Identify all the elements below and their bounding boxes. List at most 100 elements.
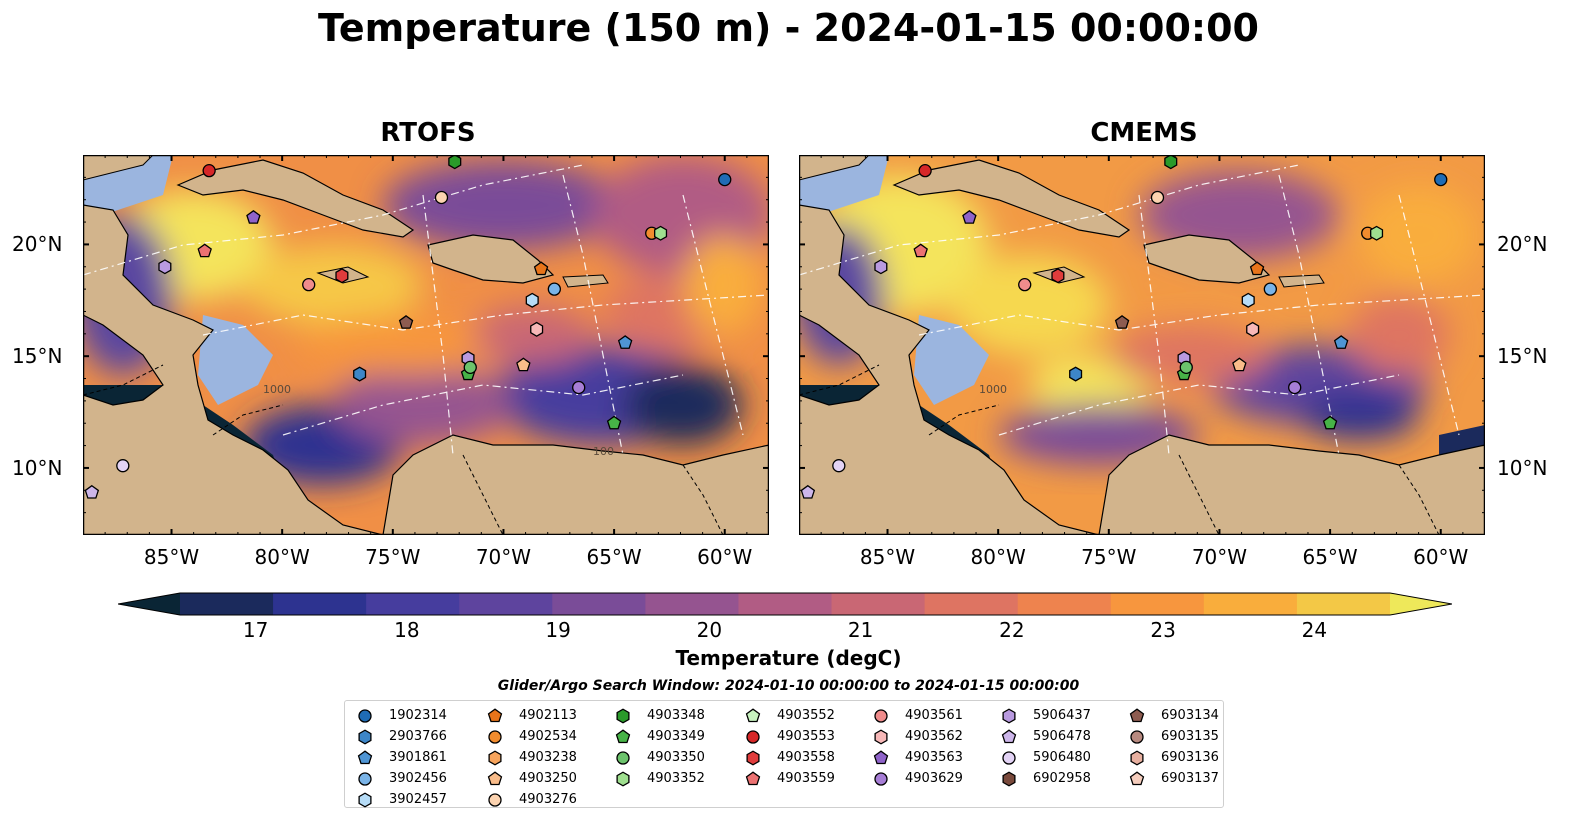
colorbar [118,592,1452,616]
land-puerto-rico [562,274,609,288]
eez-boundaries [83,164,769,456]
pentagon-marker-icon [487,707,503,722]
lon-label: 65°W [1302,545,1358,569]
legend-item-4903348: 4903348 [613,705,705,726]
legend-item-2903766: 2903766 [355,726,447,747]
float-marker-4903558 [335,268,349,284]
temperature-field [83,155,769,485]
land-hispaniola [427,234,555,284]
contour-label-1000: 1000 [979,383,1007,396]
float-marker-5906478 [84,484,100,499]
legend-item-3902456: 3902456 [355,768,447,789]
circle-marker-icon [358,708,372,723]
axis-ticks [83,155,769,535]
land-florida [83,155,154,181]
hexagon-marker-icon [616,770,630,787]
float-marker-5906437 [158,259,172,275]
lon-label: 70°W [1191,545,1248,569]
legend-label: 2903766 [389,729,447,744]
lat-label-right: 10°N [1497,455,1548,480]
colorbar-tick-label: 19 [545,618,571,642]
map-frame [799,155,1485,535]
float-marker-4903561 [302,277,316,292]
land-south-america [382,434,769,535]
legend-item-4903350: 4903350 [613,747,705,768]
float-marker-4903559 [913,243,928,258]
land-cuba [892,159,1131,238]
colorbar-segment [738,593,833,615]
legend-label: 4903552 [777,708,835,723]
legend-item-3902457: 3902457 [355,789,447,810]
float-marker-4903629 [572,380,586,395]
legend-column: 6903134 6903135 6903136 6903137 [1127,705,1219,789]
legend-label: 5906437 [1033,708,1091,723]
float-marker-5906480 [116,459,130,473]
country-borders [799,364,1440,535]
pentagon-marker-icon [1129,770,1145,785]
shelf-honduras [914,315,989,405]
float-marker-2903766 [1069,366,1083,382]
colorbar-outline [118,592,1452,616]
hexagon-marker-icon [358,728,372,745]
legend-item-4903250: 4903250 [485,768,577,789]
float-marker-6903134 [398,315,414,329]
lat-label-left: 10°N [12,455,63,480]
float-marker-4903352 [654,225,668,241]
colorbar-tick-label: 20 [696,618,723,642]
legend-column: 5906437 5906478 5906480 6902958 [999,705,1091,789]
legend-label: 4903352 [647,771,705,786]
legend-item-6903137: 6903137 [1127,768,1219,789]
legend: 1902314 2903766 3901861 3902456 3902457 49021… [344,700,1224,808]
land-cuba [176,159,415,238]
legend-label: 4902113 [519,708,577,723]
legend-item-4903562: 4903562 [871,726,963,747]
legend-label: 4903563 [905,750,963,765]
colorbar-tick-label: 18 [394,618,420,642]
float-marker-4903561 [1018,277,1032,292]
legend-label: 4903348 [647,708,705,723]
hexagon-marker-icon [488,749,502,766]
pentagon-marker-icon [873,749,889,764]
colorbar-segment [1203,593,1298,615]
land-florida [799,155,870,181]
lon-label: 60°W [697,545,753,569]
float-marker-4903562 [1246,321,1260,337]
legend-item-4903559: 4903559 [743,768,835,789]
legend-label: 6903136 [1161,750,1219,765]
legend-label: 3902456 [389,771,447,786]
float-marker-4903350 [1179,360,1193,375]
legend-item-4903238: 4903238 [485,747,577,768]
legend-item-4903629: 4903629 [871,768,963,789]
legend-label: 6903134 [1161,708,1219,723]
legend-label: 4903553 [777,729,835,744]
float-marker-3901861 [1333,335,1349,349]
legend-label: 3902457 [389,792,447,807]
circle-marker-icon [746,729,760,744]
rtofs-map: 1000 100 [83,155,769,535]
legend-item-4903552: 4903552 [743,705,835,726]
legend-item-5906480: 5906480 [999,747,1091,768]
colorbar-extend-max [1390,593,1452,615]
colorbar-segment [924,593,1019,615]
land-south-america [1098,434,1485,535]
colorbar-segment [1017,593,1112,615]
cmems-map: 1000 [799,155,1485,535]
land-hispaniola [1143,234,1271,284]
panel-title-rtofs: RTOFS [380,118,476,148]
legend-column: 4903348 4903349 4903350 4903352 [613,705,705,789]
pentagon-marker-icon [357,749,373,764]
float-marker-4903276 [1150,190,1165,205]
float-markers [84,155,732,499]
legend-item-4903563: 4903563 [871,747,963,768]
legend-item-4903561: 4903561 [871,705,963,726]
pentagon-marker-icon [1129,707,1145,722]
lat-label-left: 15°N [12,344,63,369]
shelf-honduras [198,315,273,405]
legend-title: Glider/Argo Search Window: 2024-01-10 00… [497,678,1080,694]
float-marker-4902113 [1249,261,1265,276]
circle-marker-icon [358,771,372,786]
colorbar-extend-min [118,593,180,615]
lon-label: 85°W [143,545,200,569]
legend-label: 5906478 [1033,729,1091,744]
colorbar-segment [459,593,553,615]
